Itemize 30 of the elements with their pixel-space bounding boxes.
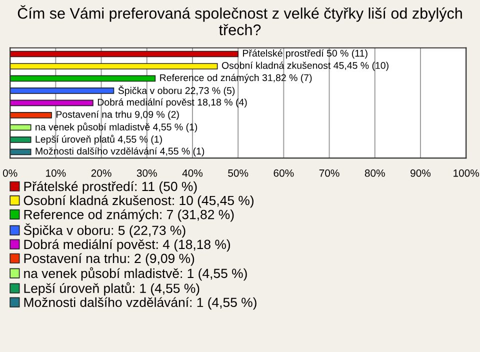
x-tick-label: 50% (228, 169, 248, 177)
legend-label: Možnosti dalšího vzdělávání: 1 (4,55 %) (24, 297, 256, 310)
data-label: Postavení na trhu 9,09 % (2) (56, 110, 179, 120)
legend-label: Reference od známých: 7 (31,82 %) (24, 209, 234, 222)
legend-label: Osobní kladná zkušenost: 10 (45,45 %) (24, 195, 254, 208)
chart-title: Čím se Vámi preferovaná společnost z velké čtyřky liší od zbylých třech? (18, 5, 462, 36)
x-tick-label: 80% (364, 169, 385, 177)
data-label: Možnosti dalšího vzdělávání 4,55 % (1) (36, 147, 204, 157)
x-tick-label: 60% (274, 169, 294, 177)
data-label: Přátelské prostředí 50 % (11) (243, 49, 368, 59)
data-label: Osobní kladná zkušenost 45,45 % (10) (222, 62, 388, 71)
x-tick-label: 40% (182, 169, 203, 177)
legend-label: na venek působí mladistvě: 1 (4,55 %) (24, 267, 247, 281)
data-label: na venek působí mladistvě 4,55 % (1) (36, 122, 198, 132)
x-tick-label: 0% (2, 169, 18, 177)
x-tick-label: 10% (46, 169, 66, 177)
data-label: Dobrá mediální pověst 18,18 % (4) (98, 98, 247, 108)
x-tick-label: 70% (319, 169, 340, 177)
data-label: Špička v oboru 22,73 % (5) (118, 85, 235, 96)
x-tick-label: 30% (136, 169, 157, 177)
x-tick-label: 90% (410, 169, 431, 177)
x-tick-label: 20% (91, 169, 112, 177)
legend-label: Přátelské prostředí: 11 (50 %) (24, 181, 197, 194)
data-label: Reference od známých 31,82 % (7) (160, 74, 312, 84)
data-label: Lepší úroveň platů 4,55 % (1) (36, 134, 162, 145)
legend-label: Dobrá mediální pověst: 4 (18,18 %) (24, 239, 230, 252)
legend-label: Postavení na trhu: 2 (9,09 %) (24, 253, 194, 266)
x-tick-label: 100% (454, 169, 480, 177)
legend-label: Lepší úroveň platů: 1 (4,55 %) (24, 282, 200, 296)
legend-label: Špička v oboru: 5 (22,73 %) (24, 223, 186, 238)
